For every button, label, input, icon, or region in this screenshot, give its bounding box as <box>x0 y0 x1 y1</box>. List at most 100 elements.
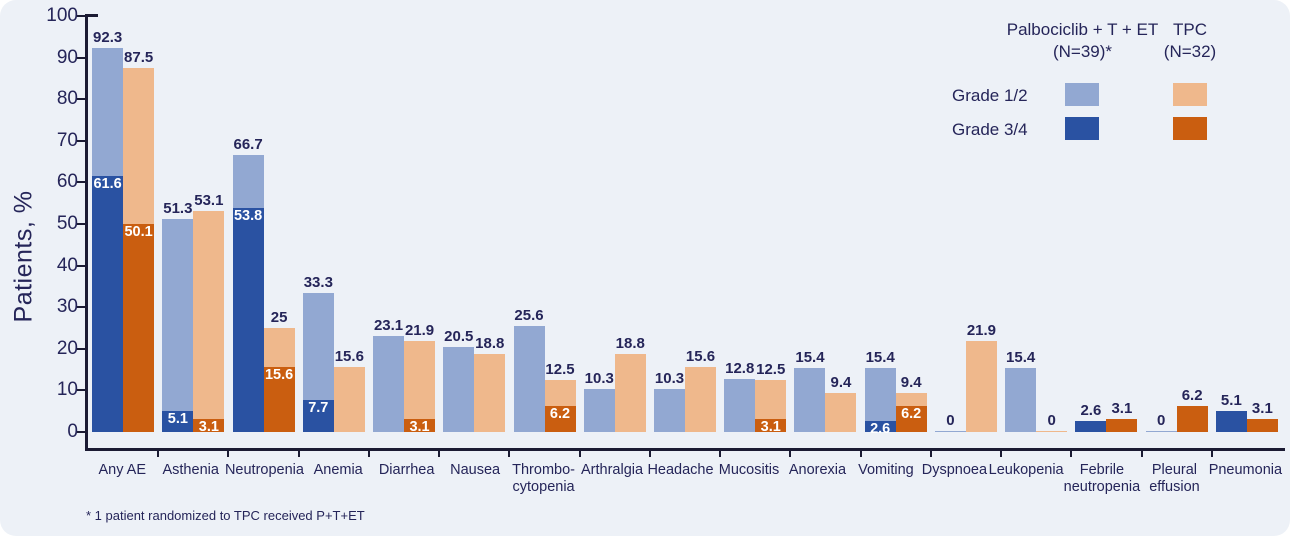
bar-palbociclib: 20.5 <box>443 329 475 432</box>
category-label: Dyspnoea <box>921 462 988 478</box>
footnote: * 1 patient randomized to TPC received P… <box>86 508 365 523</box>
bar-value-label: 0 <box>1156 411 1166 429</box>
x-tick-mark <box>367 451 370 457</box>
bar-value-label: 33.3 <box>303 274 333 292</box>
legend-swatch-tpc-grade34-icon <box>1173 117 1207 140</box>
x-tick-mark <box>789 451 792 457</box>
bar-grade34-segment: 6.2 <box>544 406 576 432</box>
bar-value-label: 6.2 <box>1181 387 1203 405</box>
bar-value-label: 53.1 <box>194 192 224 210</box>
category-label: Headache <box>647 462 714 478</box>
legend-group1-title: Palbociclib + T + ET <box>1006 20 1159 39</box>
x-tick-mark <box>859 451 862 457</box>
grade34-value-label: 6.2 <box>549 406 571 423</box>
bar-palbociclib: 7.7 33.3 <box>302 275 334 432</box>
y-tick-mark <box>77 347 85 350</box>
bar-palbociclib: 15.4 <box>794 350 826 432</box>
bar-palbociclib: 2.6 <box>1075 403 1107 432</box>
bar-grade34-segment: 15.6 <box>263 367 295 432</box>
bar-palbociclib: 53.8 66.7 <box>232 137 264 432</box>
bar-value-label: 20.5 <box>444 327 474 345</box>
bar-group: 53.8 66.7 15.6 25 <box>228 16 298 432</box>
bar-group: 2.6 15.4 6.2 9.4 <box>861 16 931 436</box>
category-label: Leukopenia <box>988 462 1064 478</box>
y-tick-mark <box>77 98 85 101</box>
plot-area: 61.6 92.3 50.1 87.5 5.1 51.3 3.1 53.1 53.8 66.7 15… <box>88 16 1282 436</box>
x-tick-mark <box>1070 451 1073 457</box>
bar-palbociclib: 5.1 51.3 <box>162 201 194 432</box>
x-tick-mark <box>508 451 511 457</box>
bar-value-label: 18.8 <box>475 334 505 352</box>
y-tick-label: 80 <box>56 88 78 110</box>
y-tick-mark <box>77 389 85 392</box>
bar-value-label: 15.6 <box>685 348 716 366</box>
category-label: Anorexia <box>788 462 847 478</box>
y-tick-mark <box>77 264 85 267</box>
x-tick-mark <box>929 451 932 457</box>
bar-value-label: 9.4 <box>900 373 922 391</box>
bar-tpc: 6.2 <box>1176 388 1208 432</box>
bar-value-label: 15.6 <box>334 348 364 366</box>
bar-grade34-segment: 2.6 <box>864 421 896 436</box>
y-tick-label: 50 <box>56 213 78 234</box>
grade34-value-label: 7.7 <box>308 399 329 416</box>
y-tick-label: 20 <box>56 337 78 359</box>
bar-group: 25.6 6.2 12.5 <box>509 16 579 432</box>
bar-palbociclib: 2.6 15.4 <box>864 350 896 436</box>
x-tick-mark <box>227 451 230 457</box>
grade34-value-label: 3.1 <box>409 419 430 436</box>
bar-tpc: 9.4 <box>825 375 857 432</box>
bar-value-label: 18.8 <box>615 334 645 352</box>
bar-tpc: 15.6 25 <box>263 310 295 432</box>
legend-group1-n: (N=39)* <box>1052 42 1113 61</box>
bar-group: 23.1 3.1 21.9 <box>369 16 439 434</box>
x-tick-mark <box>297 451 300 457</box>
category-labels: Any AE Asthenia Neutropenia Anemia Diarrhea N… <box>88 462 1282 496</box>
category-label: Pleural effusion <box>1149 462 1200 495</box>
bar-palbociclib: 12.8 <box>724 361 756 432</box>
bar-group: 7.7 33.3 15.6 <box>299 16 369 432</box>
bar-group: 20.5 18.8 <box>439 16 509 432</box>
bar-palbociclib: 61.6 92.3 <box>92 30 124 432</box>
y-tick-mark <box>77 15 85 17</box>
bar-tpc: 50.1 87.5 <box>123 50 155 432</box>
y-tick-mark <box>77 306 85 309</box>
y-tick-label: 60 <box>56 171 78 193</box>
bar-value-label: 92.3 <box>93 29 123 47</box>
bar-grade34-segment: 61.6 <box>92 175 124 432</box>
bar-group: 0 21.9 <box>931 16 1001 432</box>
legend-group2-n: (N=32) <box>1163 42 1217 61</box>
bar-value-label: 66.7 <box>233 135 263 153</box>
category-label: Nausea <box>450 462 501 478</box>
bar-value-label: 51.3 <box>163 199 193 217</box>
bar-value-label: 10.3 <box>654 370 685 388</box>
bar-tpc: 3.1 <box>1106 401 1138 432</box>
bar-group: 61.6 92.3 50.1 87.5 <box>88 16 158 432</box>
category-label: Any AE <box>98 462 147 478</box>
y-tick-label: 30 <box>56 296 78 318</box>
grade34-value-label: 61.6 <box>93 175 122 192</box>
category-label: Pneumonia <box>1208 462 1283 478</box>
bar-tpc: 3.1 <box>1246 401 1278 432</box>
y-tick-mark <box>77 181 85 184</box>
grade34-value-label: 3.1 <box>760 419 781 436</box>
bar-value-label: 12.5 <box>545 361 575 378</box>
y-tick-mark <box>77 139 85 142</box>
category-label: Vomiting <box>858 462 914 478</box>
bar-grade34-segment: 3.1 <box>755 419 787 434</box>
bar-palbociclib: 23.1 <box>373 318 405 432</box>
bar-value-label: 21.9 <box>966 321 997 339</box>
bar-grade34-segment: 3.1 <box>404 419 436 434</box>
bar-palbociclib: 0 <box>934 413 966 432</box>
grade34-value-label: 15.6 <box>264 367 294 384</box>
bar-value-label: 12.8 <box>725 359 755 377</box>
bar-tpc: 3.1 21.9 <box>404 323 436 434</box>
legend-group2-title: TPC <box>1173 20 1207 39</box>
legend-grade34-label: Grade 3/4 <box>952 120 1028 139</box>
bar-tpc: 3.1 12.5 <box>755 362 787 434</box>
x-tick-mark <box>1210 451 1213 457</box>
y-tick-label: 100 <box>46 5 78 26</box>
bar-value-label: 0 <box>946 411 955 429</box>
bar-tpc: 18.8 <box>614 336 646 432</box>
